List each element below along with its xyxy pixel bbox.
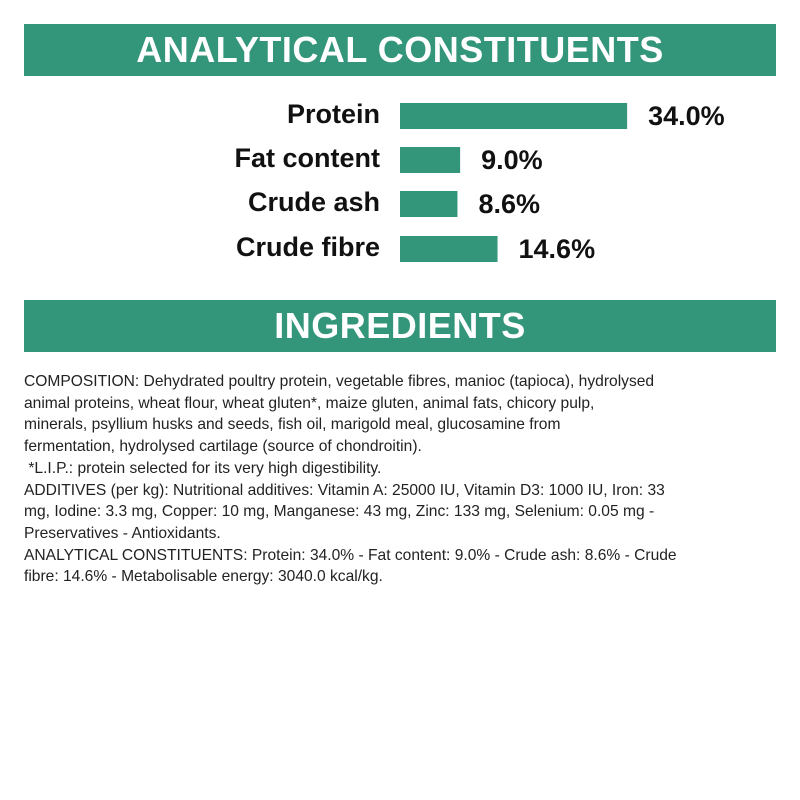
text-line: COMPOSITION: Dehydrated poultry protein,… <box>24 373 655 390</box>
section-header: ANALYTICAL CONSTITUENTS <box>24 24 776 76</box>
text-line: fibre: 14.6% - Metabolisable energy: 304… <box>24 568 383 586</box>
text-line: fermentation, hydrolysed cartilage (sour… <box>24 438 422 456</box>
value-label: 14.6% <box>519 234 596 264</box>
value-label: 34.0% <box>648 101 725 131</box>
value-label: 9.0% <box>481 145 543 175</box>
chart: Protein 34.0% Fat content 9.0% Crude ash 8.6%… <box>235 99 725 264</box>
section-header: INGREDIENTS <box>24 300 776 352</box>
bar <box>400 103 628 129</box>
category-label: Protein <box>287 99 380 129</box>
text-line: minerals, psyllium husks and seeds, fish… <box>24 416 561 434</box>
bar <box>400 236 498 262</box>
text-line: ANALYTICAL CONSTITUENTS: Protein: 34.0% … <box>24 546 677 564</box>
text-line: ADDITIVES (per kg): Nutritional additive… <box>24 481 665 499</box>
bar <box>400 147 461 173</box>
category-label: Crude fibre <box>236 232 380 262</box>
category-label: Fat content <box>235 143 381 173</box>
text-line: *L.I.P.: protein selected for its very h… <box>24 459 382 477</box>
category-label: Crude ash <box>248 187 380 217</box>
text-line: animal proteins, wheat flour, wheat glut… <box>24 394 595 412</box>
text-line: mg, Iodine: 3.3 mg, Copper: 10 mg, Manga… <box>24 503 655 521</box>
bar <box>400 191 458 217</box>
text-line: Preservatives - Antioxidants. <box>24 524 221 542</box>
ingredients-text: COMPOSITION: Dehydrated poultry protein,… <box>24 371 794 588</box>
value-label: 8.6% <box>478 189 540 219</box>
